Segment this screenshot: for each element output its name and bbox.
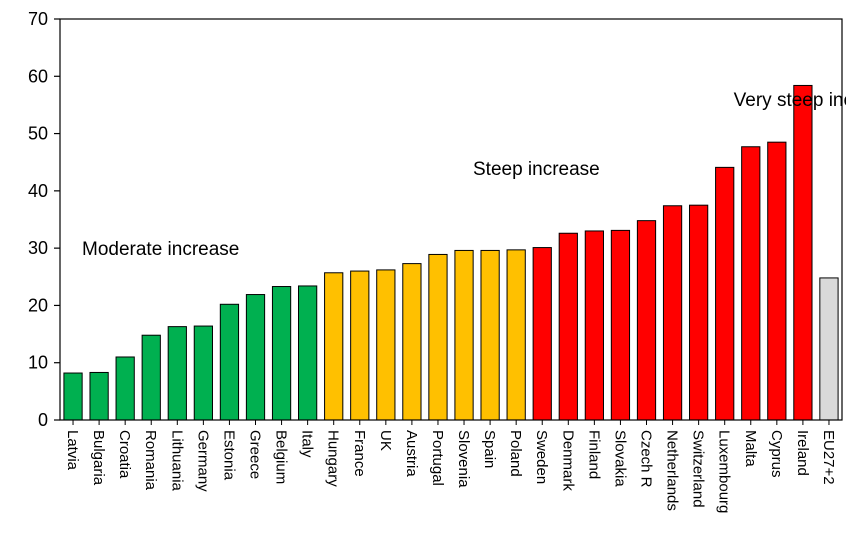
bar-romania xyxy=(141,334,161,421)
bar-luxembourg xyxy=(715,166,735,421)
y-tick-label: 50 xyxy=(28,124,48,144)
bar-bulgaria xyxy=(89,371,109,421)
x-tick-label: Cyprus xyxy=(768,430,785,478)
x-tick-label: Bulgaria xyxy=(90,430,107,486)
bar-germany xyxy=(193,325,213,421)
bar-france xyxy=(350,270,370,421)
bar-czech-r xyxy=(636,220,657,421)
annotation-label: Moderate increase xyxy=(82,239,239,260)
x-tick-label: Greece xyxy=(247,430,264,479)
bar-italy xyxy=(298,285,318,421)
x-tick-label: Finland xyxy=(585,430,602,479)
bar-slovakia xyxy=(610,229,631,421)
y-tick-label: 60 xyxy=(28,66,48,86)
plot-frame xyxy=(59,18,843,421)
bar-croatia xyxy=(115,356,135,421)
bar-sweden xyxy=(532,247,552,421)
bar-greece xyxy=(245,294,266,421)
x-tick-label: Malta xyxy=(742,430,759,467)
x-tick-label: Estonia xyxy=(220,430,237,481)
x-tick-label: Austria xyxy=(403,430,420,477)
bar-ireland xyxy=(793,84,813,421)
annotation-label: Steep increase xyxy=(473,159,600,180)
x-tick-label: UK xyxy=(377,430,394,451)
x-tick-label: Czech R xyxy=(638,430,655,488)
bar-poland xyxy=(506,249,526,421)
x-tick-label: Hungary xyxy=(325,430,342,487)
x-tick-label: Latvia xyxy=(64,430,81,471)
x-tick-label: Spain xyxy=(481,430,498,468)
bar-hungary xyxy=(324,272,344,421)
x-tick-label: Italy xyxy=(299,430,316,458)
x-tick-label: Portugal xyxy=(429,430,446,486)
y-tick-label: 20 xyxy=(28,295,48,315)
bar-eu27-2 xyxy=(819,277,839,421)
bar-netherlands xyxy=(662,205,683,421)
bar-portugal xyxy=(428,253,448,421)
bar-lithuania xyxy=(167,326,187,421)
x-axis-labels: Latvia Bulgaria Croatia Romania Lithuania Ger… xyxy=(64,420,837,513)
x-tick-label: Denmark xyxy=(559,430,576,491)
y-tick-label: 30 xyxy=(28,238,48,258)
x-tick-label: Slovakia xyxy=(611,430,628,487)
bar-belgium xyxy=(271,286,292,421)
y-tick-label: 70 xyxy=(28,9,48,29)
bar-estonia xyxy=(219,303,240,421)
x-tick-label: Belgium xyxy=(273,430,290,484)
x-tick-label: Luxembourg xyxy=(716,430,733,513)
x-tick-label: France xyxy=(351,430,368,477)
annotation-label: Very steep increase xyxy=(734,90,846,111)
x-tick-label: Lithuania xyxy=(168,430,185,492)
x-tick-label: Croatia xyxy=(116,430,133,479)
bar-cyprus xyxy=(767,141,787,421)
y-tick-label: 40 xyxy=(28,181,48,201)
bar-uk xyxy=(376,269,396,421)
x-tick-label: Sweden xyxy=(533,430,550,484)
x-tick-label: Ireland xyxy=(794,430,811,476)
bar-slovenia xyxy=(454,249,474,421)
x-tick-label: Switzerland xyxy=(690,430,707,508)
bar-austria xyxy=(402,263,422,421)
y-tick-label: 0 xyxy=(38,410,48,430)
x-tick-label: Poland xyxy=(507,430,524,477)
bar-latvia xyxy=(63,372,83,421)
x-tick-label: Germany xyxy=(194,430,211,492)
bar-switzerland xyxy=(689,204,709,421)
annotations: Moderate increase Steep increase Very stee… xyxy=(82,90,846,260)
x-tick-label: Romania xyxy=(142,430,159,491)
x-tick-label: EU27+2 xyxy=(820,430,837,485)
y-axis-ticks: 0 10 20 30 40 50 60 70 xyxy=(28,9,60,430)
bar-malta xyxy=(741,146,761,421)
bar-finland xyxy=(584,230,604,421)
x-tick-label: Slovenia xyxy=(455,430,472,488)
y-tick-label: 10 xyxy=(28,353,48,373)
bar-denmark xyxy=(558,232,578,421)
x-tick-label: Netherlands xyxy=(664,430,681,511)
bar-spain xyxy=(480,249,500,421)
